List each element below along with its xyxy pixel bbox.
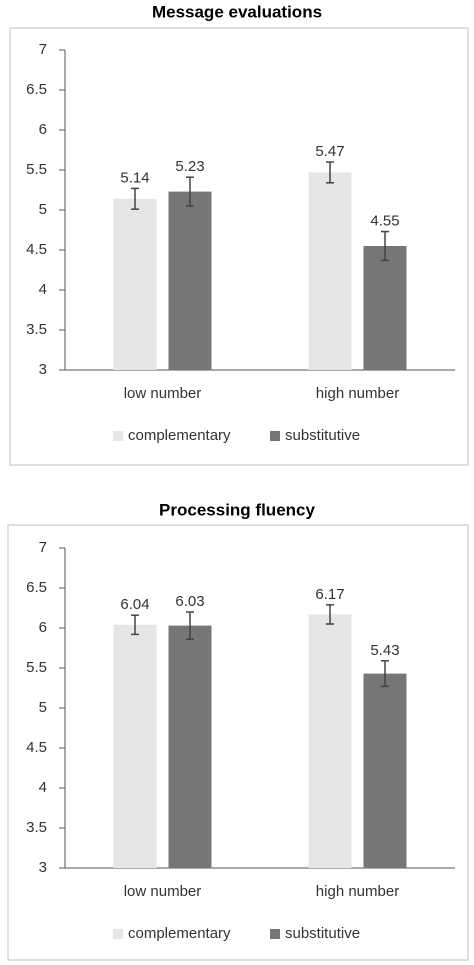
bar bbox=[168, 191, 212, 370]
x-tick-label: high number bbox=[316, 385, 399, 402]
legend-swatch bbox=[113, 431, 123, 441]
y-tick-label: 6 bbox=[39, 619, 47, 636]
y-tick-label: 3.5 bbox=[26, 321, 47, 338]
legend-swatch bbox=[113, 929, 123, 939]
x-tick-label: low number bbox=[124, 883, 202, 900]
y-tick-label: 4 bbox=[39, 779, 47, 796]
y-tick-label: 5.5 bbox=[26, 161, 47, 178]
y-tick-label: 4.5 bbox=[26, 241, 47, 258]
value-label: 6.03 bbox=[175, 593, 204, 610]
bar bbox=[363, 673, 407, 868]
bar bbox=[308, 172, 352, 370]
chart-frame bbox=[7, 524, 469, 961]
y-tick-label: 5.5 bbox=[26, 659, 47, 676]
bar bbox=[363, 246, 407, 370]
y-tick-label: 7 bbox=[39, 539, 47, 556]
x-tick-label: low number bbox=[124, 385, 202, 402]
legend-label: substitutive bbox=[285, 925, 360, 942]
value-label: 5.23 bbox=[175, 158, 204, 175]
value-label: 6.04 bbox=[120, 596, 149, 613]
legend-label: substitutive bbox=[285, 427, 360, 444]
y-tick-label: 3.5 bbox=[26, 819, 47, 836]
y-tick-label: 3 bbox=[39, 361, 47, 378]
y-tick-label: 7 bbox=[39, 41, 47, 58]
value-label: 5.43 bbox=[370, 642, 399, 659]
legend-swatch bbox=[270, 929, 280, 939]
bar bbox=[168, 625, 212, 868]
value-label: 5.47 bbox=[315, 143, 344, 160]
bar bbox=[308, 614, 352, 868]
legend-label: complementary bbox=[128, 427, 231, 444]
value-label: 6.17 bbox=[315, 586, 344, 603]
bar bbox=[113, 198, 157, 370]
y-tick-label: 6 bbox=[39, 121, 47, 138]
legend-label: complementary bbox=[128, 925, 231, 942]
y-tick-label: 6.5 bbox=[26, 81, 47, 98]
chart-title: Message evaluations bbox=[152, 2, 322, 21]
y-tick-label: 6.5 bbox=[26, 579, 47, 596]
y-tick-label: 4 bbox=[39, 281, 47, 298]
bar bbox=[113, 624, 157, 868]
y-tick-label: 5 bbox=[39, 699, 47, 716]
value-label: 4.55 bbox=[370, 213, 399, 230]
y-tick-label: 5 bbox=[39, 201, 47, 218]
chart-frame bbox=[9, 27, 469, 466]
legend-swatch bbox=[270, 431, 280, 441]
value-label: 5.14 bbox=[120, 169, 149, 186]
chart-title: Processing fluency bbox=[159, 500, 315, 519]
y-tick-label: 3 bbox=[39, 859, 47, 876]
y-tick-label: 4.5 bbox=[26, 739, 47, 756]
x-tick-label: high number bbox=[316, 883, 399, 900]
